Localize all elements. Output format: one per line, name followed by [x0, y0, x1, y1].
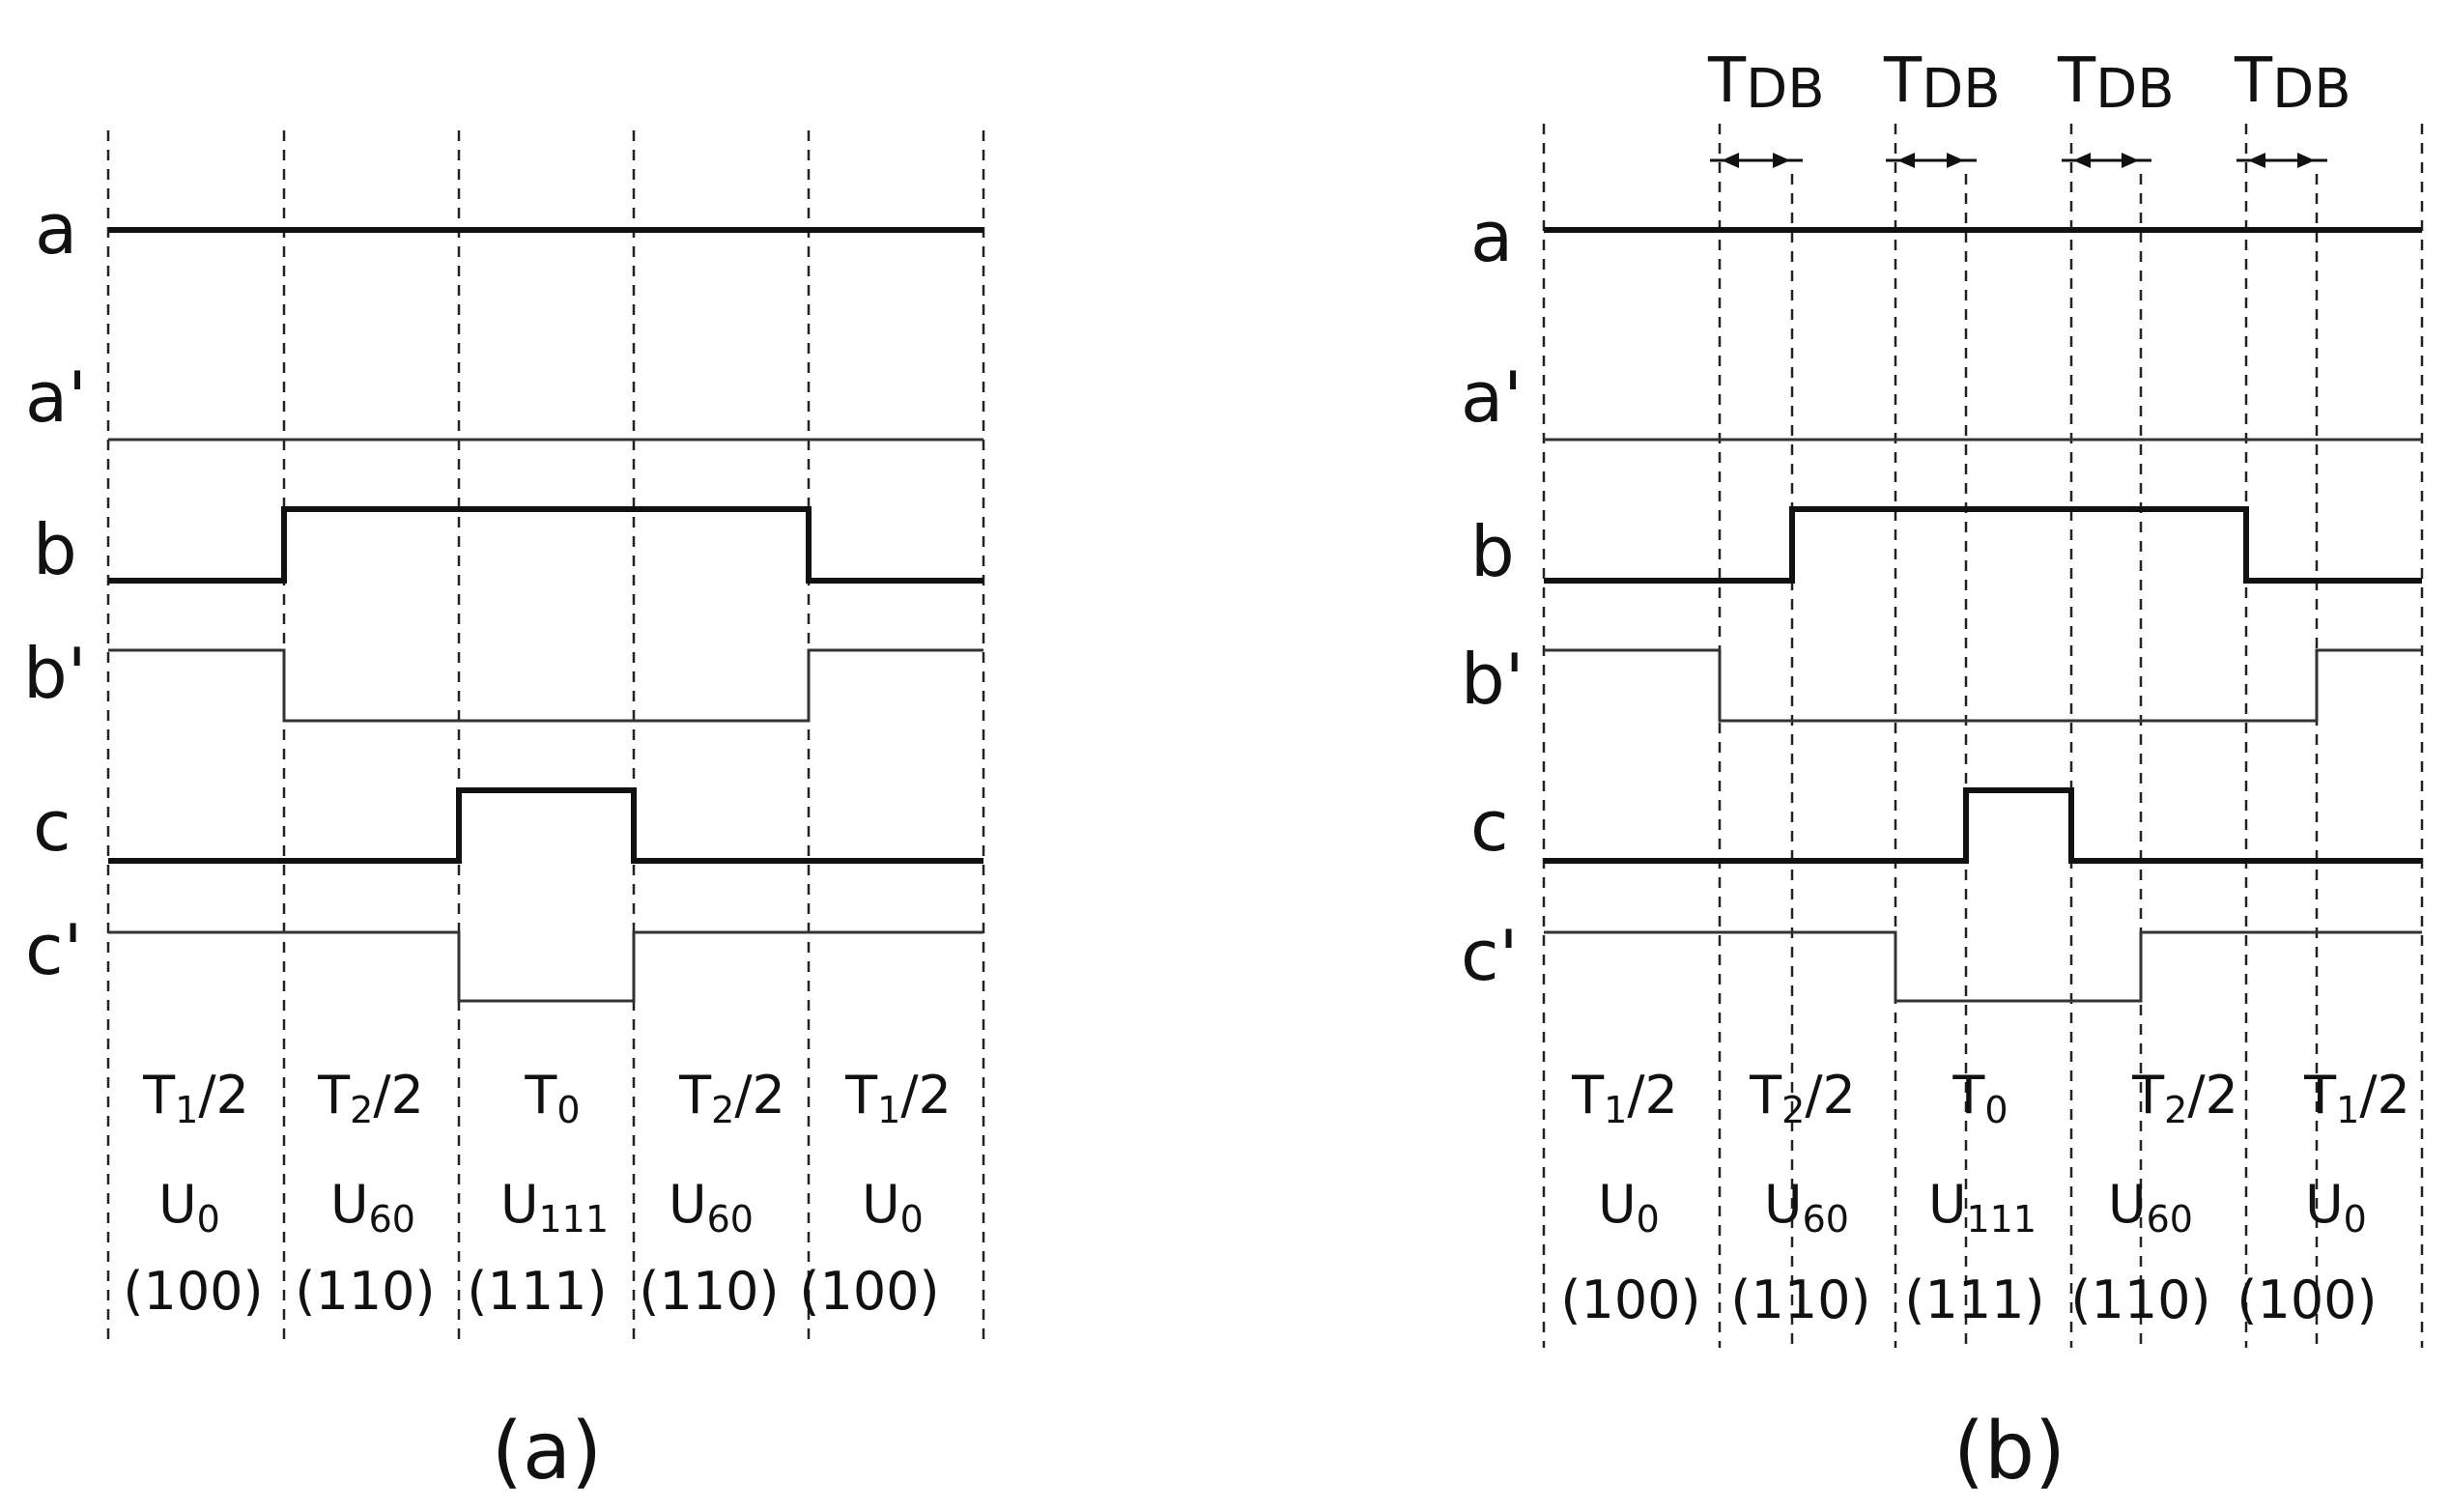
time-label: T0	[524, 1065, 580, 1131]
panel-a-signal-label-c-prime: c'	[25, 909, 82, 990]
vector-label: U0	[1598, 1174, 1660, 1241]
vector-label: U111	[500, 1174, 609, 1241]
panel-a-signal-label-b: b	[33, 509, 77, 590]
state-label: (100)	[1560, 1270, 1700, 1330]
panel-b-signal-label-a: a	[1470, 196, 1513, 277]
vector-label: U111	[1928, 1174, 2037, 1241]
time-label: T1/2	[2303, 1065, 2410, 1131]
time-label: T1/2	[1571, 1065, 1678, 1131]
double-arrow-icon	[2062, 153, 2151, 168]
panel-b-signal-label-c-prime: c'	[1461, 915, 1518, 996]
state-label: (100)	[2236, 1270, 2377, 1330]
vector-label: U60	[2108, 1174, 2193, 1241]
state-label: (100)	[123, 1261, 263, 1322]
panel-b-interval-labels: T1/2 T2/2 T0 T2/2 T1/2 U0 U60 U111 U60 U…	[1560, 1065, 2409, 1330]
panel-a-signal-label-b-prime: b'	[23, 633, 87, 714]
panel-b-signal-label-b-prime: b'	[1461, 639, 1524, 720]
panel-b: TDB TDB TDB TDB	[1461, 45, 2424, 1498]
time-label: T2/2	[678, 1065, 785, 1131]
vector-label: U60	[1764, 1174, 1849, 1241]
tdb-label: TDB	[1707, 45, 1825, 121]
vector-label: U60	[330, 1174, 415, 1241]
panel-a-guides	[106, 130, 985, 1343]
panel-b-waveform-c	[1544, 787, 2422, 864]
panel-b-waveform-b	[1544, 506, 2422, 584]
panel-b-signal-label-a-prime: a'	[1461, 357, 1523, 438]
vector-label: U0	[2305, 1174, 2367, 1241]
panel-a-signal-label-c: c	[33, 785, 71, 867]
time-label: T2/2	[317, 1065, 424, 1131]
vector-label: U0	[158, 1174, 220, 1241]
time-label: T2/2	[1749, 1065, 1856, 1131]
panel-a-interval-labels: T1/2 T2/2 T0 T2/2 T1/2 U0 U60 U111 U60 U…	[123, 1065, 951, 1322]
panel-a: a a' b b' c c' T1/2 T2/2 T0 T2/2 T1/2 U0…	[23, 130, 985, 1498]
double-arrow-icon	[1886, 153, 1977, 168]
double-arrow-icon	[2236, 153, 2327, 168]
time-label: T1/2	[142, 1065, 249, 1131]
panel-b-signal-label-b: b	[1470, 511, 1515, 592]
panel-a-caption: (a)	[492, 1406, 602, 1498]
panel-b-waveform-c-prime	[1544, 930, 2422, 1003]
tdb-label: TDB	[2234, 45, 2351, 121]
panel-a-signal-label-a: a	[35, 188, 77, 270]
vector-label: U60	[669, 1174, 754, 1241]
vector-label: U0	[862, 1174, 924, 1241]
panel-a-waveform-b-prime	[108, 648, 983, 723]
panel-b-deadband-labels: TDB TDB TDB TDB	[1707, 45, 2351, 121]
state-label: (110)	[639, 1261, 779, 1322]
panel-a-waveform-c	[108, 787, 983, 864]
panel-a-waveform-c-prime	[108, 930, 983, 1003]
state-label: (111)	[1904, 1270, 2044, 1330]
panel-b-deadband-arrows	[1710, 153, 2327, 168]
state-label: (110)	[295, 1261, 435, 1322]
panel-b-guides	[1542, 124, 2424, 1348]
time-label: T1/2	[844, 1065, 952, 1131]
tdb-label: TDB	[1883, 45, 2001, 121]
panel-b-waveform-b-prime	[1544, 648, 2422, 723]
panel-a-signal-label-a-prime: a'	[25, 357, 87, 438]
state-label: (110)	[2070, 1270, 2210, 1330]
panel-b-caption: (b)	[1953, 1406, 2065, 1498]
time-label: T2/2	[2131, 1065, 2238, 1131]
double-arrow-icon	[1710, 153, 1803, 168]
state-label: (110)	[1730, 1270, 1870, 1330]
panel-b-signal-label-c: c	[1470, 785, 1509, 867]
tdb-label: TDB	[2057, 45, 2175, 121]
state-label: (100)	[799, 1261, 939, 1322]
state-label: (111)	[467, 1261, 607, 1322]
time-label: T0	[1951, 1065, 2008, 1131]
panel-a-waveform-b	[108, 506, 983, 584]
